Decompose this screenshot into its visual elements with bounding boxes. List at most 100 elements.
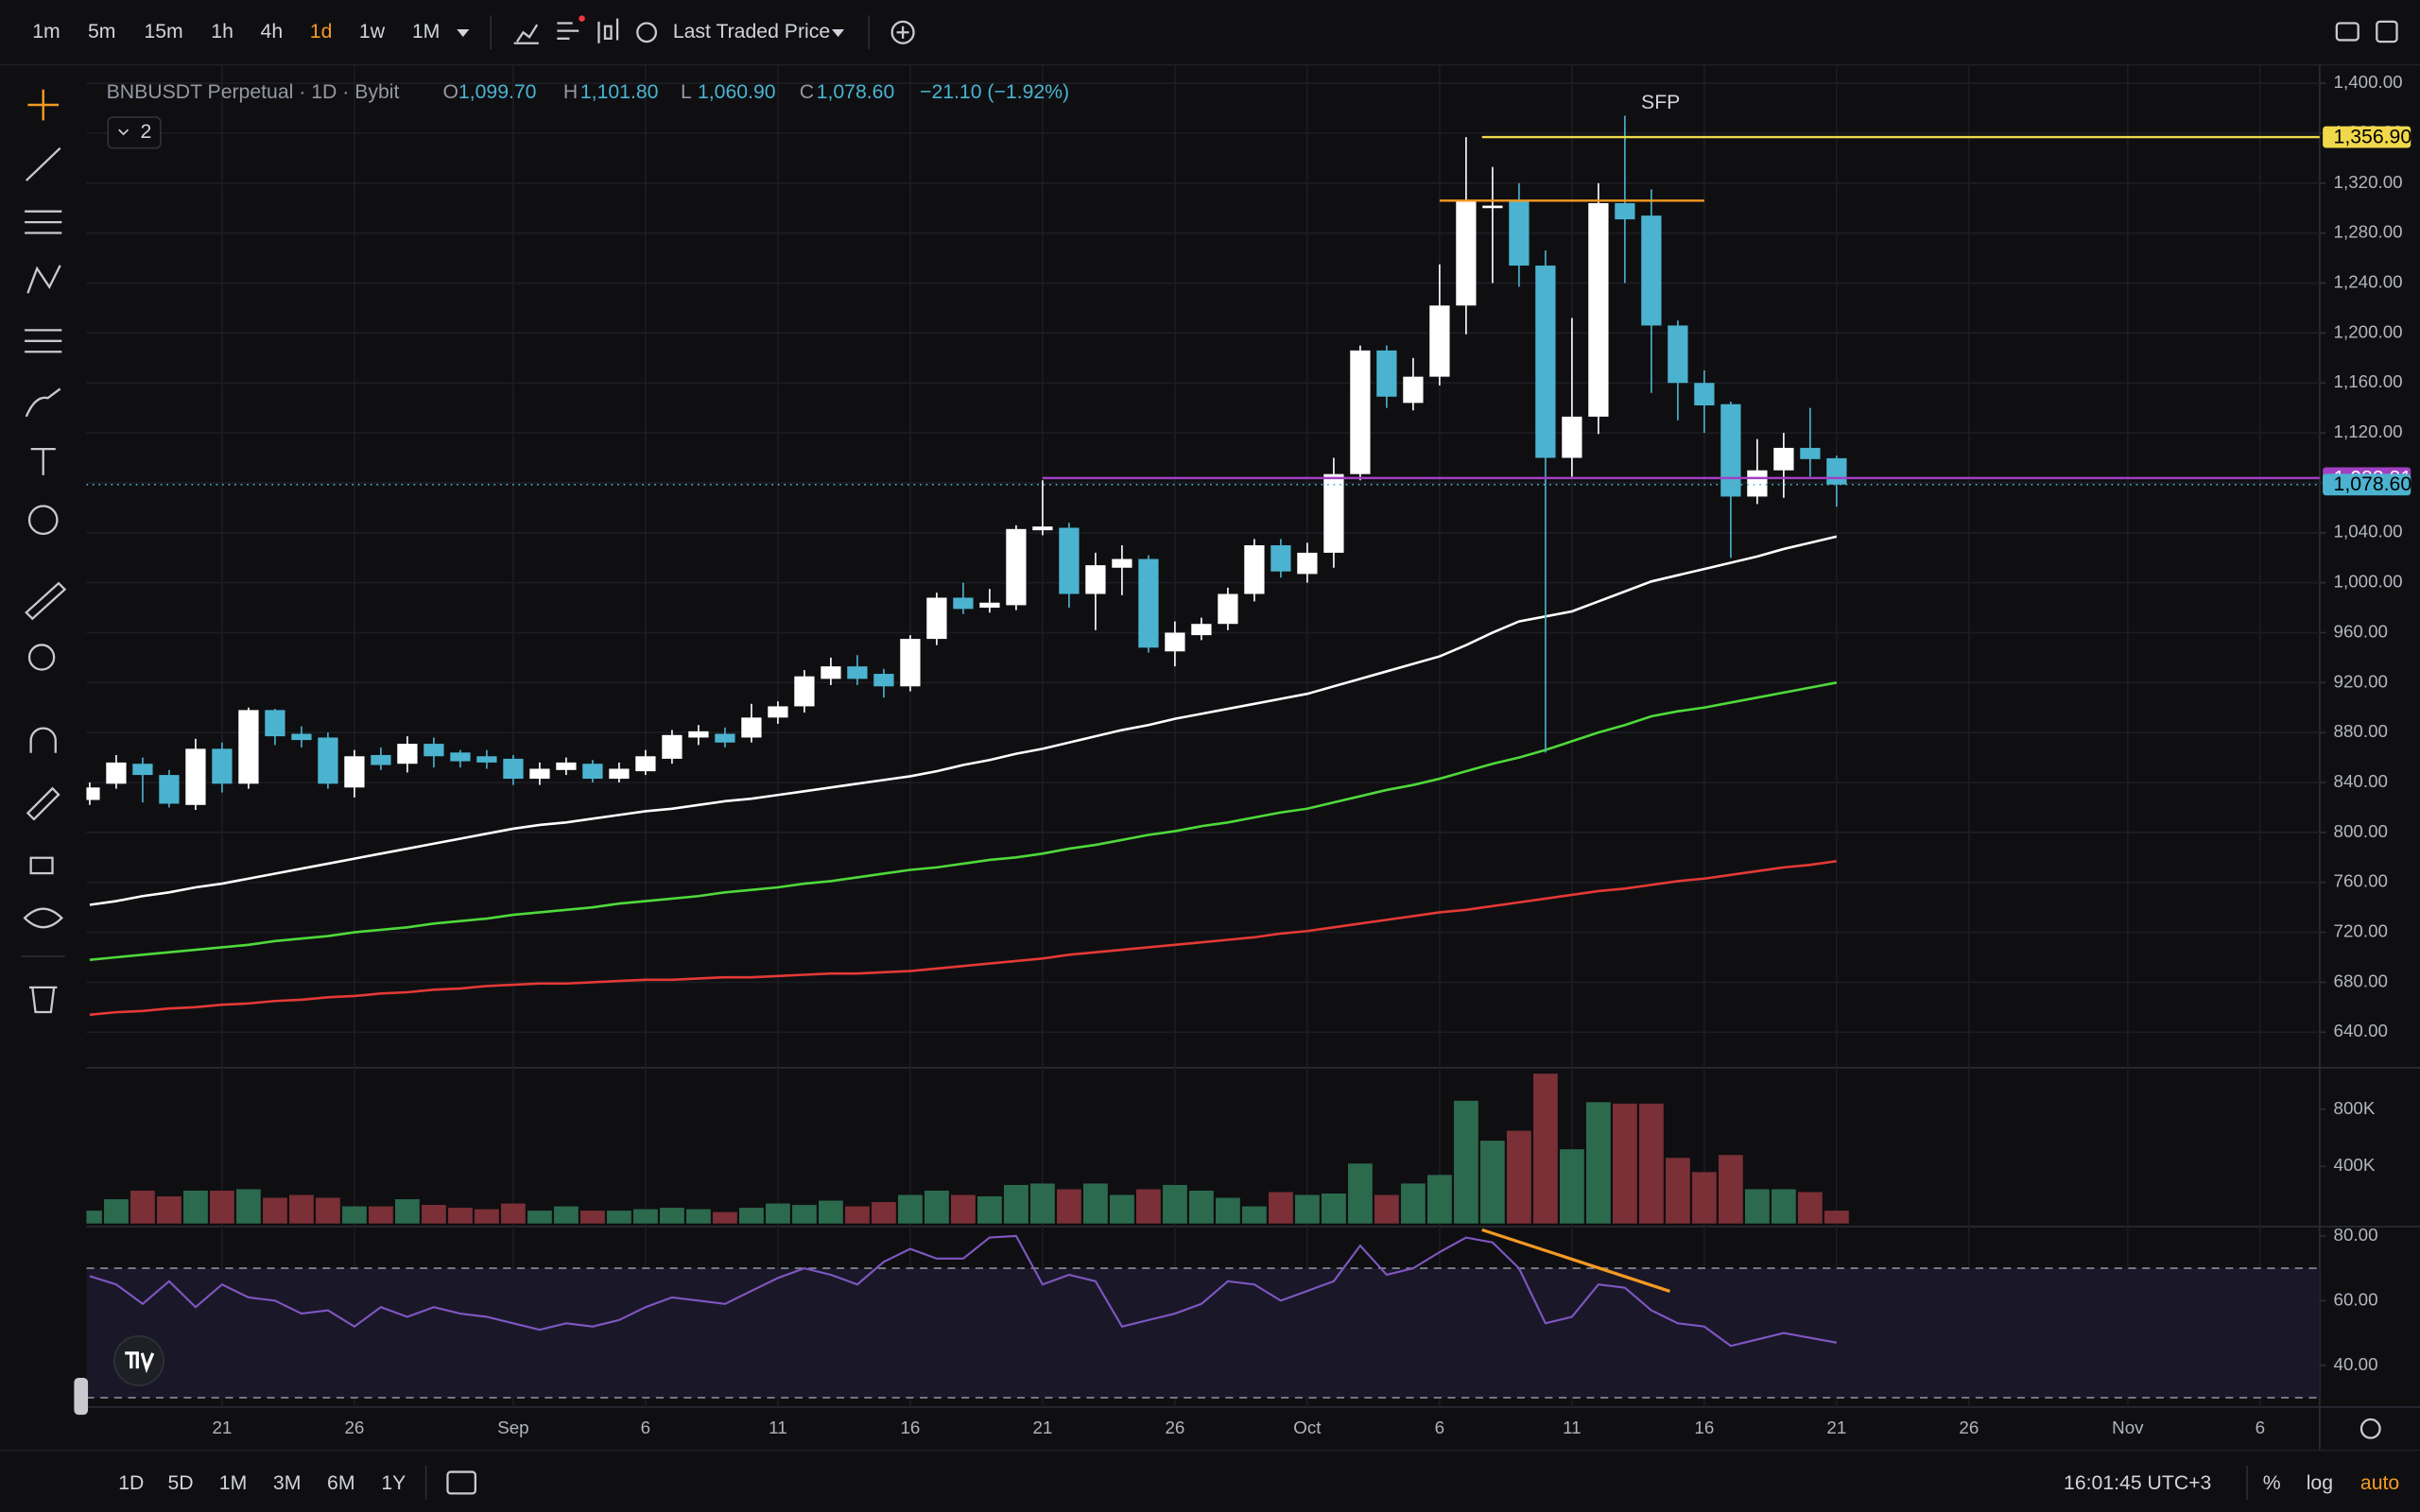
candle-body [159, 775, 180, 804]
volume-bar [289, 1194, 314, 1224]
chart-type-icon[interactable] [597, 18, 619, 43]
ruler-tool[interactable] [25, 581, 67, 621]
projection-tool[interactable] [25, 329, 62, 353]
clock[interactable]: 16:01:45 UTC+3 [2064, 1472, 2211, 1494]
volume-bar [660, 1208, 684, 1224]
crosshair-tool[interactable] [27, 89, 60, 121]
goto-date-icon[interactable] [446, 1470, 476, 1495]
x-tick-label: 6 [2256, 1418, 2265, 1437]
settings-icon[interactable] [2360, 1418, 2381, 1439]
annotation[interactable]: SFP [1641, 92, 1680, 113]
price-source[interactable]: Last Traded Price [673, 21, 830, 43]
top-toolbar: 1m 5m 15m 1h 4h 1d 1w 1M Last Traded Price [0, 15, 2420, 66]
add-icon[interactable] [890, 20, 915, 44]
candle-body [1138, 558, 1159, 648]
volume-bar [739, 1208, 764, 1224]
log-toggle[interactable]: log [2307, 1472, 2333, 1494]
templates-icon[interactable] [557, 22, 579, 40]
volume-bar [713, 1211, 737, 1224]
interval-button[interactable]: 1w [359, 21, 386, 43]
volume-bar [792, 1205, 817, 1224]
indicators-count: 2 [141, 121, 152, 143]
source-icon[interactable] [636, 22, 658, 43]
volume-bar [86, 1211, 102, 1224]
volume-bar [1745, 1189, 1770, 1224]
y-tick-label: 800.00 [2334, 821, 2388, 841]
candle-body [185, 748, 206, 805]
candle-body [132, 764, 153, 776]
interval-button[interactable]: 5m [88, 21, 115, 43]
lock-tool[interactable] [29, 856, 54, 875]
candle-body [529, 768, 550, 780]
y-tick-label: 920.00 [2334, 671, 2388, 691]
range-button[interactable]: 3M [273, 1472, 301, 1494]
auto-toggle[interactable]: auto [2360, 1472, 2399, 1494]
volume-bar [898, 1194, 923, 1224]
snapshot-icon[interactable] [2335, 22, 2360, 42]
interval-button[interactable]: 4h [261, 21, 284, 43]
range-button[interactable]: 6M [327, 1472, 354, 1494]
volume-bar [686, 1209, 711, 1224]
delete-tool[interactable] [29, 986, 58, 1014]
y-tick-label: 1,400.00 [2334, 72, 2403, 92]
trendline-tool[interactable] [25, 146, 61, 181]
emoji-tool[interactable] [27, 505, 59, 536]
lock-drawing-tool[interactable] [26, 786, 60, 821]
close-value: 1,078.60 [817, 81, 895, 103]
candle-body [1429, 305, 1450, 377]
candle-body [1456, 200, 1477, 306]
volume-bar [369, 1206, 393, 1224]
volume-bar [872, 1202, 896, 1224]
range-button[interactable]: 1Y [381, 1472, 406, 1494]
volume-bar [1348, 1163, 1373, 1224]
brush-tool[interactable] [25, 387, 61, 418]
interval-button[interactable]: 1d [310, 21, 333, 43]
candle-body [1376, 350, 1397, 397]
range-button[interactable]: 1D [118, 1472, 144, 1494]
interval-button[interactable]: 1h [211, 21, 233, 43]
dropdown-arrow[interactable] [457, 29, 470, 38]
candle-body [556, 762, 577, 770]
volume-bar [422, 1205, 446, 1224]
y-tick-label: 680.00 [2334, 971, 2388, 990]
indicators-toggle[interactable] [107, 116, 162, 149]
price-label: 1,078.60 [2334, 473, 2412, 495]
candle-body [635, 756, 656, 772]
rsi-trendline [1481, 1228, 1670, 1293]
volume-bar [1083, 1183, 1108, 1224]
candle-body [238, 710, 259, 784]
candle-body [1218, 593, 1238, 625]
y-tick-label: 720.00 [2334, 921, 2388, 941]
range-button[interactable]: 1M [219, 1472, 247, 1494]
candle-body [344, 756, 365, 788]
candle-body [953, 597, 974, 610]
interval-button[interactable]: 15m [144, 21, 182, 43]
footer: 16:01:45 UTC+3 % log auto 1D 5D 1M 3M 6M 1Y [118, 1466, 2399, 1500]
candle-body [821, 666, 841, 679]
volume-bar [1507, 1130, 1531, 1224]
y-tick-label: 1,320.00 [2334, 172, 2403, 192]
y-tick-label: 1,200.00 [2334, 321, 2403, 341]
percent-toggle[interactable]: % [2263, 1472, 2281, 1494]
volume-bar [1242, 1206, 1267, 1224]
candle-body [86, 787, 100, 800]
pattern-tool[interactable] [26, 265, 61, 294]
magnet-tool[interactable] [29, 727, 57, 753]
zoom-tool[interactable] [27, 644, 56, 671]
collapse-handle[interactable] [74, 1377, 89, 1416]
fib-tool[interactable] [25, 210, 62, 234]
candle-body [1297, 552, 1318, 575]
x-tick-label: 26 [1959, 1418, 1979, 1437]
visibility-tool[interactable] [23, 907, 63, 929]
fullscreen-icon[interactable] [2376, 20, 2398, 43]
volume-bar [210, 1190, 234, 1224]
text-tool[interactable] [30, 447, 56, 475]
interval-button[interactable]: 1M [412, 21, 440, 43]
volume-bar [1295, 1194, 1320, 1224]
indicators-icon[interactable] [513, 24, 539, 44]
rsi-line [89, 1234, 1838, 1348]
range-button[interactable]: 5D [167, 1472, 193, 1494]
interval-button[interactable]: 1m [32, 21, 60, 43]
dropdown-arrow[interactable] [832, 29, 845, 38]
symbol-title[interactable]: BNBUSDT Perpetual · 1D · Bybit [107, 81, 400, 103]
